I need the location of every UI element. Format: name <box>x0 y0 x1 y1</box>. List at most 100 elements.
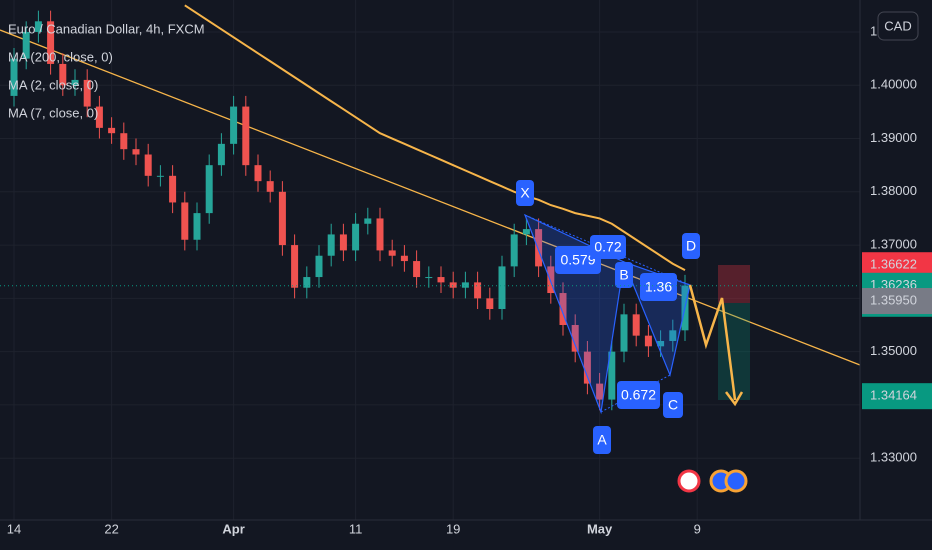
pattern-label: A <box>597 432 607 448</box>
candle-body <box>632 314 640 336</box>
projection-arrow <box>725 391 744 407</box>
pattern-label: B <box>619 267 628 283</box>
candle-body <box>425 277 433 279</box>
candle-body <box>205 165 213 214</box>
x-tick-label: 22 <box>104 521 118 536</box>
currency-button-label[interactable]: CAD <box>884 18 911 33</box>
pattern-label-box <box>593 426 611 454</box>
candle-body <box>559 293 567 325</box>
candle-body <box>437 277 445 283</box>
candle-body <box>59 63 67 86</box>
candle-body <box>339 234 347 251</box>
candle-body <box>266 181 274 192</box>
candle-body <box>571 325 579 352</box>
candle-body <box>156 175 164 177</box>
price-tag <box>862 288 932 315</box>
pattern-label-box <box>516 180 534 206</box>
x-tick-label: 19 <box>446 521 460 536</box>
event-icons <box>677 469 748 493</box>
candle-body <box>193 213 201 240</box>
candle-body <box>474 282 482 299</box>
pattern-ac <box>600 374 671 413</box>
stop-zone <box>718 265 750 303</box>
candle-body <box>47 21 55 64</box>
flag-icon[interactable] <box>677 469 701 493</box>
y-tick-label: 1.40000 <box>870 77 917 92</box>
candle-body <box>34 21 42 32</box>
y-axis: 1.330001.340001.350001.360001.370001.380… <box>862 23 932 465</box>
pattern-label: 0.72 <box>594 239 621 255</box>
pattern-label-box <box>590 235 626 259</box>
candle-body <box>608 351 616 400</box>
candle-body <box>169 175 177 203</box>
pattern-label-box <box>617 381 660 409</box>
candles <box>10 4 689 411</box>
candle-body <box>449 282 457 288</box>
pattern-label: 1.36 <box>645 279 672 295</box>
chart-title: Euro / Canadian Dollar, 4h, FXCM <box>8 21 205 36</box>
legend-item: MA (7, close, 0) <box>8 105 98 120</box>
x-tick-label: May <box>587 521 613 536</box>
legend-item: MA (2, close, 0) <box>8 77 98 92</box>
candle-body <box>144 154 152 176</box>
y-tick-label: 1.38000 <box>870 183 917 198</box>
candle-body <box>181 202 189 240</box>
candle-body <box>95 106 103 128</box>
y-tick-label: 1.33000 <box>870 450 917 465</box>
pattern-label: D <box>686 238 696 254</box>
price-tag <box>862 383 932 410</box>
currency-button[interactable] <box>877 11 919 41</box>
price-tag-label: 1.34164 <box>870 388 917 403</box>
projection <box>688 284 737 401</box>
candle-body <box>522 229 530 235</box>
candle-body <box>108 127 116 134</box>
candle-body <box>132 149 140 155</box>
candle-body <box>400 255 408 262</box>
candle-body <box>388 250 396 256</box>
pattern-label-box <box>682 233 700 259</box>
candle-body <box>303 277 311 288</box>
candle-body <box>376 218 384 251</box>
x-tick-label: 11 <box>349 521 363 536</box>
pattern-label: X <box>520 185 530 201</box>
candle-body <box>242 106 250 166</box>
candle-body <box>547 266 555 294</box>
pattern-label-box <box>555 246 601 274</box>
pattern-label: 0.672 <box>621 387 656 403</box>
candle-body <box>291 245 299 288</box>
candle-body <box>461 282 469 288</box>
price-tag-label: 1.35950 <box>870 292 917 307</box>
candle-body <box>327 234 335 256</box>
pattern-label-box <box>615 262 633 288</box>
flag-icon[interactable] <box>724 469 748 493</box>
candle-body <box>510 234 518 267</box>
candle-body <box>413 261 421 278</box>
trendline <box>0 29 861 366</box>
candle-body <box>254 165 262 182</box>
pattern-label-box <box>640 273 677 301</box>
candle-body <box>364 218 372 224</box>
candle-body <box>669 330 677 341</box>
y-tick-label: 1.39000 <box>870 130 917 145</box>
grid <box>0 0 860 520</box>
candle-body <box>120 133 128 150</box>
candle-body <box>535 229 543 267</box>
candle-body <box>620 314 628 352</box>
candle-body <box>644 335 652 347</box>
pattern-label: C <box>668 397 678 413</box>
candle-body <box>486 298 494 310</box>
candle-body <box>583 351 591 384</box>
candle-body <box>278 191 286 246</box>
candle-body <box>71 79 79 86</box>
price-tag-label: 1.36622 <box>870 257 917 272</box>
candle-body <box>315 255 323 278</box>
x-tick-label: 9 <box>694 521 701 536</box>
pattern-label: 0.579 <box>560 252 595 268</box>
candle-body <box>83 79 91 107</box>
candle-body <box>498 266 506 310</box>
candle-body <box>352 223 360 251</box>
candle-body <box>217 143 225 166</box>
